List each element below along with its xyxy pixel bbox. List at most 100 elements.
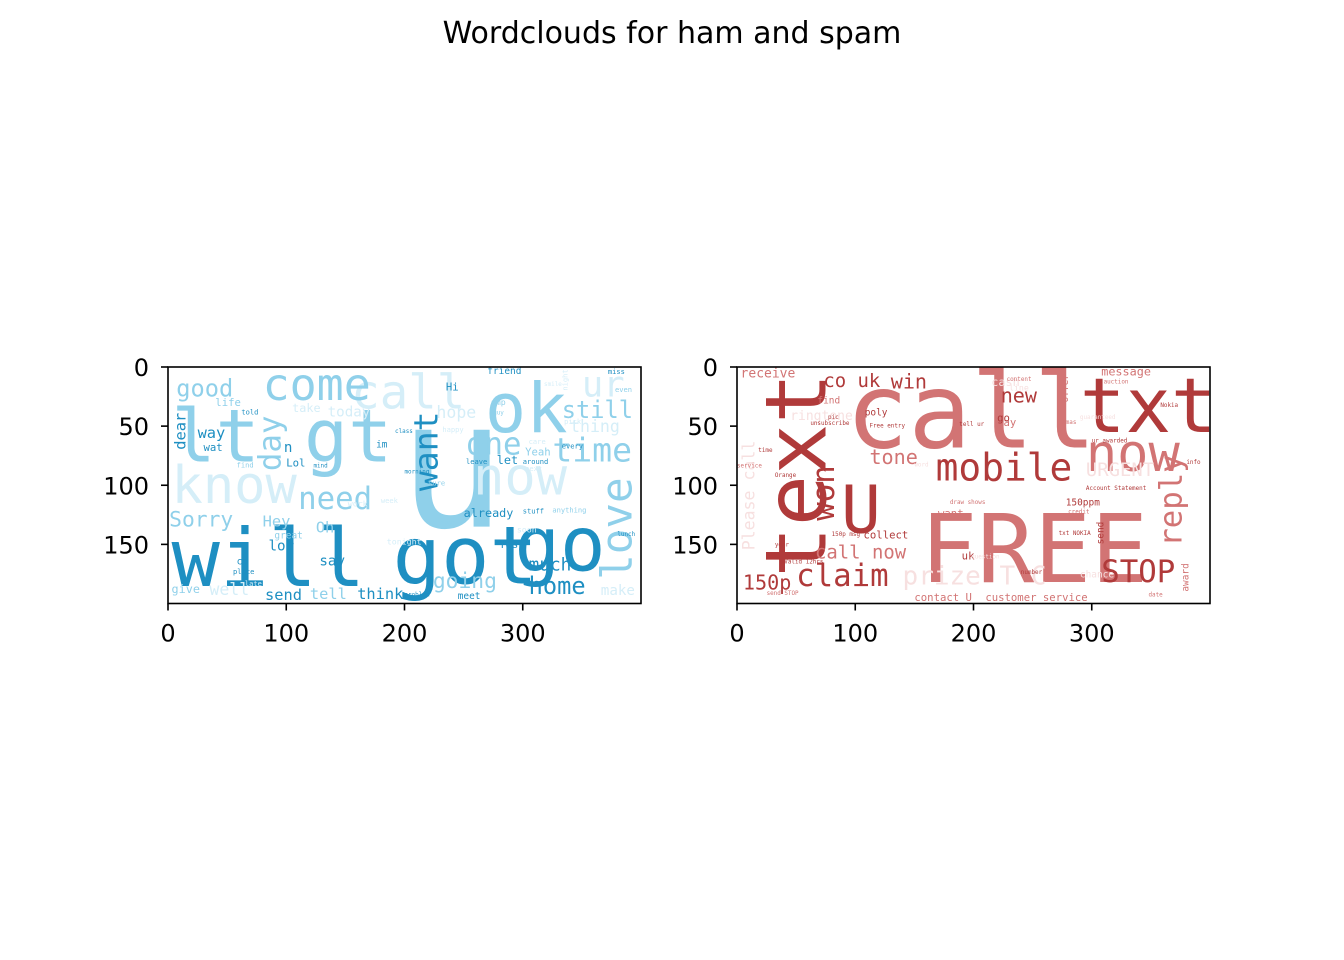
ham-word: make	[601, 583, 635, 599]
ham-word: home	[529, 572, 586, 600]
ham-word: way	[198, 424, 226, 442]
spam-x-tick-label: 0	[729, 620, 744, 648]
spam-word: Please call	[740, 441, 759, 551]
spam-word: customer service	[985, 591, 1087, 604]
ham-word: go	[514, 500, 605, 588]
ham-word: will	[172, 511, 366, 605]
spam-y-tick-label: 0	[703, 354, 718, 382]
spam-word: Xmas	[1062, 420, 1076, 426]
spam-word: message	[1101, 364, 1151, 378]
ham-word: well	[209, 580, 249, 599]
spam-word: reply	[1154, 454, 1190, 547]
spam-word: send	[1096, 522, 1107, 545]
ham-y-tick-label: 100	[103, 472, 149, 500]
ham-word: message	[431, 520, 456, 526]
spam-word: find	[817, 396, 840, 407]
ham-word: think	[357, 585, 404, 603]
ham-word: every	[562, 442, 583, 451]
spam-word: unsubscribe	[810, 421, 850, 427]
spam-word: call now	[815, 542, 907, 564]
spam-y-tick-label: 150	[672, 531, 718, 559]
ham-word: much	[529, 555, 572, 575]
spam-word: chance	[1080, 569, 1114, 580]
spam-image-background	[737, 367, 1210, 604]
ham-word: give	[172, 582, 200, 596]
ham-word: lunch	[617, 532, 635, 538]
spam-word: contact U	[914, 591, 972, 604]
ham-word: gt	[304, 395, 392, 480]
spam-word: 150p	[743, 570, 791, 594]
ham-word: co	[237, 556, 249, 567]
ham-word: find	[237, 461, 254, 470]
ham-word: send	[265, 586, 302, 604]
ham-word: stuff	[523, 507, 544, 516]
spam-word: uk	[962, 550, 975, 563]
spam-word: claim	[796, 558, 889, 594]
ham-word: guy	[493, 410, 504, 416]
ham-y-tick-label: 50	[118, 413, 149, 441]
ham-word: smile	[544, 382, 562, 388]
ham-word: still	[562, 396, 633, 424]
spam-word: service	[737, 464, 762, 470]
ham-word: day	[252, 416, 288, 472]
ham-word: even	[615, 385, 632, 394]
spam-word: guaranteed	[1080, 415, 1116, 421]
ham-word: Yeah	[525, 446, 551, 459]
spam-word: now	[1086, 424, 1181, 484]
spam-word: info	[1186, 460, 1201, 466]
ham-word: let	[497, 453, 518, 467]
ham-y-tick-label: 0	[134, 354, 149, 382]
ham-word: today	[328, 405, 371, 421]
spam-word: mobile	[936, 446, 1073, 490]
spam-word: number	[1021, 570, 1043, 576]
spam-word: prize	[903, 562, 981, 592]
ham-word: happy	[442, 425, 463, 434]
ham-word: now	[473, 448, 568, 508]
ham-word: u	[399, 362, 506, 569]
ham-word: tonight	[387, 536, 422, 546]
spam-word: content	[1007, 377, 1032, 383]
ham-x-tick-label: 100	[263, 620, 309, 648]
ham-word: great	[274, 530, 302, 541]
ham-word: good	[176, 375, 233, 403]
spam-word: time	[758, 448, 773, 454]
spam-word: award	[1181, 563, 1192, 591]
ham-word: dear	[172, 413, 190, 450]
ham-word: tell	[310, 585, 347, 603]
ham-word: thing	[570, 417, 620, 436]
spam-x-tick-label: 200	[951, 620, 997, 648]
spam-word: tell ur	[959, 422, 984, 428]
ham-word: lt	[172, 395, 260, 480]
spam-word: ur awarded	[1092, 439, 1128, 445]
ham-word: going	[433, 569, 497, 594]
spam-word: poly	[865, 407, 888, 418]
spam-word: co uk	[823, 370, 881, 392]
spam-word: ringtone	[790, 409, 853, 424]
ham-word: one	[466, 427, 522, 463]
spam-word: Valid 12hrs	[784, 559, 823, 565]
ham-word: amp	[491, 397, 506, 407]
ham-word: say	[319, 554, 345, 570]
spam-word: txt	[1080, 362, 1217, 450]
spam-word: date	[1149, 592, 1164, 598]
spam-word: tone	[869, 445, 917, 469]
spam-word: auction	[1104, 380, 1129, 386]
ham-word: time	[552, 431, 632, 470]
ham-word: miss	[608, 367, 625, 376]
ham-word: next	[525, 464, 542, 473]
ham-word: take	[292, 401, 320, 415]
ham-word: work	[348, 499, 368, 509]
ham-word: Oh	[316, 519, 335, 537]
ham-word: ok	[485, 369, 568, 449]
ham-image-background	[168, 367, 641, 604]
ham-word: n	[284, 440, 293, 456]
spam-word: win	[891, 369, 927, 393]
ham-word: around	[523, 457, 549, 466]
spam-y-tick-label: 50	[687, 413, 718, 441]
spam-word: txt NOKIA	[1059, 531, 1091, 537]
spam-word: collect	[864, 528, 909, 541]
ham-word: class	[395, 429, 413, 435]
